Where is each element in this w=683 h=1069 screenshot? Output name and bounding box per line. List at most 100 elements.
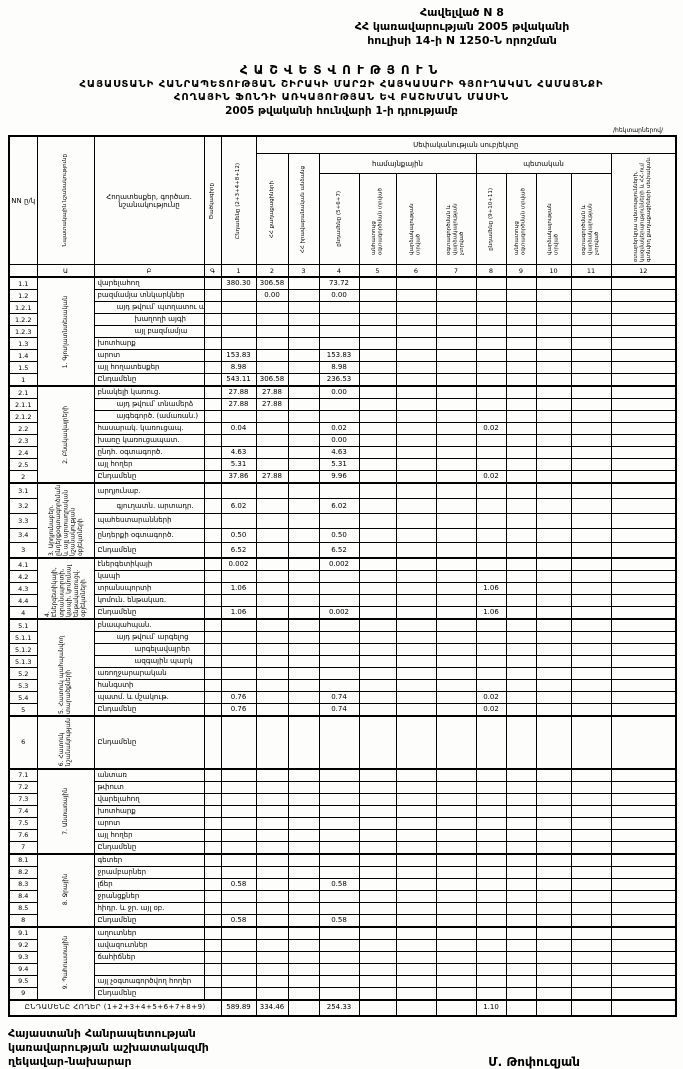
row-label-cell: խառը կառուցապատ.	[94, 435, 204, 447]
value-cell	[611, 805, 676, 817]
value-cell	[476, 374, 506, 387]
value-cell	[571, 302, 611, 314]
row-label-cell: գյուղատն. արտադր.	[94, 499, 204, 514]
value-cell	[396, 499, 436, 514]
value-cell	[288, 338, 319, 350]
value-cell	[256, 939, 288, 951]
value-cell	[506, 817, 536, 829]
value-cell	[359, 558, 396, 571]
code-cell	[204, 290, 221, 302]
row-label-cell: ջրանցքներ	[94, 890, 204, 902]
value-cell: 73.72	[319, 277, 359, 290]
col-number: 1	[221, 265, 256, 278]
row-label-cell: այդ թվում՝ տնամերձ	[94, 399, 204, 411]
value-cell	[536, 656, 571, 668]
value-cell	[506, 435, 536, 447]
value-cell	[221, 668, 256, 680]
row-number-cell: 5.1.3	[9, 656, 37, 668]
value-cell	[288, 854, 319, 867]
value-cell	[288, 619, 319, 632]
value-cell	[256, 435, 288, 447]
value-cell	[221, 975, 256, 987]
code-cell	[204, 716, 221, 768]
value-cell	[611, 914, 676, 927]
value-cell	[536, 558, 571, 571]
row-number-cell: 2.4	[9, 447, 37, 459]
row-label-cell: այդ թվում՝ պտղատու այգի	[94, 302, 204, 314]
value-cell	[319, 781, 359, 793]
value-cell	[436, 987, 476, 1000]
value-cell	[571, 716, 611, 768]
col-number: 7	[436, 265, 476, 278]
value-cell	[319, 302, 359, 314]
value-cell: 1.06	[476, 607, 506, 620]
value-cell	[359, 386, 396, 399]
value-cell	[611, 374, 676, 387]
value-cell	[571, 704, 611, 717]
value-cell	[319, 793, 359, 805]
value-cell	[536, 435, 571, 447]
value-cell	[476, 680, 506, 692]
value-cell	[506, 499, 536, 514]
value-cell	[359, 829, 396, 841]
code-cell	[204, 423, 221, 435]
value-cell	[476, 338, 506, 350]
value-cell	[536, 290, 571, 302]
section-label-cell: 8. Ջրային	[37, 854, 94, 927]
value-cell	[319, 854, 359, 867]
value-cell	[256, 951, 288, 963]
value-cell	[256, 829, 288, 841]
value-cell	[436, 277, 476, 290]
row-number-cell: 5.4	[9, 692, 37, 704]
value-cell: 1.06	[221, 607, 256, 620]
value-cell: 0.002	[319, 558, 359, 571]
value-cell	[436, 692, 476, 704]
title-block: ՀԱՇՎԵՏՎՈՒԹՅՈՒՆ ՀԱՅԱՍՏԱՆԻ ՀԱՆՐԱՊԵՏՈՒԹՅԱՆ …	[8, 63, 675, 117]
value-cell	[611, 528, 676, 543]
value-cell: 5.31	[221, 459, 256, 471]
value-cell	[476, 716, 506, 768]
value-cell	[396, 716, 436, 768]
value-cell	[436, 939, 476, 951]
value-cell	[506, 411, 536, 423]
value-cell	[506, 513, 536, 528]
row-number-cell: 8.5	[9, 902, 37, 914]
value-cell	[436, 583, 476, 595]
value-cell	[436, 595, 476, 607]
value-cell	[571, 817, 611, 829]
value-cell	[536, 326, 571, 338]
row-number-cell: 5.1	[9, 619, 37, 632]
value-cell	[476, 483, 506, 498]
value-cell	[536, 914, 571, 927]
value-cell	[611, 571, 676, 583]
value-cell	[506, 374, 536, 387]
value-cell	[571, 829, 611, 841]
value-cell	[288, 841, 319, 854]
row-label-cell: Ընդամենը	[94, 987, 204, 1000]
row-number-cell: 5.2	[9, 668, 37, 680]
value-cell: 1.06	[476, 583, 506, 595]
value-cell	[436, 1000, 476, 1016]
value-cell	[319, 583, 359, 595]
value-cell	[396, 435, 436, 447]
section-label: 6. Հատուկ նշանակության	[58, 718, 72, 766]
value-cell	[436, 769, 476, 782]
code-cell	[204, 829, 221, 841]
value-cell	[396, 471, 436, 484]
value-cell	[221, 644, 256, 656]
value-cell	[611, 951, 676, 963]
value-cell	[319, 769, 359, 782]
col-header-code: Ծածկագիրը	[204, 136, 221, 265]
value-cell	[506, 423, 536, 435]
value-cell	[396, 781, 436, 793]
value-cell	[319, 326, 359, 338]
value-cell	[359, 644, 396, 656]
value-cell	[436, 471, 476, 484]
code-cell	[204, 987, 221, 1000]
